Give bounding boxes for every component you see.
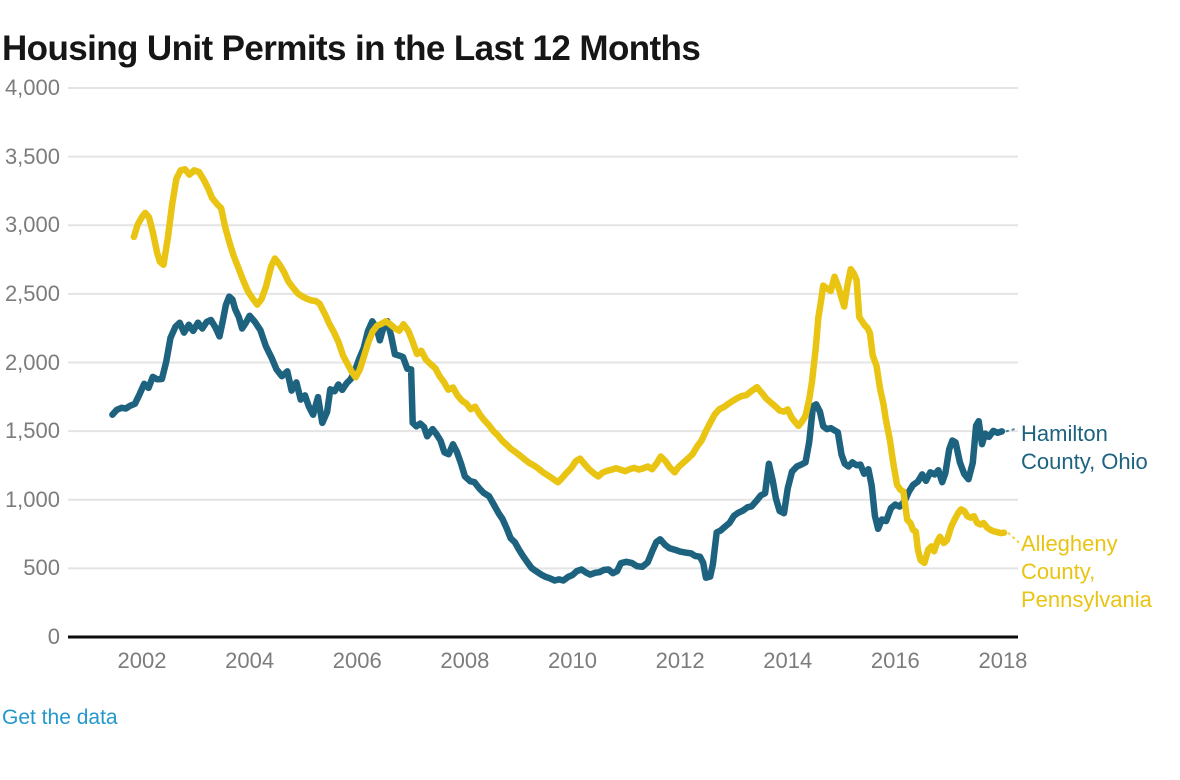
y-axis-tick-label: 2,000 bbox=[4, 349, 60, 375]
y-axis-tick-label: 2,500 bbox=[4, 280, 60, 306]
allegheny-line bbox=[130, 166, 1008, 567]
chart-title: Housing Unit Permits in the Last 12 Mont… bbox=[2, 29, 701, 69]
y-axis-tick-label: 3,500 bbox=[4, 143, 60, 169]
x-axis-tick-label: 2012 bbox=[655, 648, 705, 673]
x-axis-tick-label: 2006 bbox=[332, 648, 382, 673]
y-axis-tick-label: 1,000 bbox=[4, 486, 60, 512]
series-label-allegheny: Allegheny County, Pennsylvania bbox=[1021, 531, 1152, 612]
x-axis-tick-label: 2010 bbox=[547, 648, 597, 673]
series-label-hamilton: Hamilton County, Ohio bbox=[1021, 421, 1148, 474]
leader-line bbox=[1005, 427, 1018, 433]
y-axis-tick-label: 4,000 bbox=[4, 75, 60, 100]
y-axis-tick-label: 0 bbox=[47, 624, 60, 649]
leader-line bbox=[1007, 531, 1020, 544]
x-axis-tick-label: 2008 bbox=[440, 648, 490, 673]
y-axis-tick-label: 500 bbox=[23, 555, 60, 581]
x-axis-tick-label: 2004 bbox=[225, 648, 275, 673]
y-axis-tick-label: 3,000 bbox=[4, 212, 60, 238]
x-axis-tick-label: 2002 bbox=[117, 648, 167, 673]
x-axis-tick-label: 2014 bbox=[763, 648, 813, 673]
x-axis-tick-label: 2016 bbox=[870, 648, 920, 673]
y-axis-tick-label: 1,500 bbox=[4, 418, 60, 444]
get-the-data-link[interactable]: Get the data bbox=[2, 706, 118, 729]
x-axis-tick-label: 2018 bbox=[978, 648, 1028, 673]
hamilton-line bbox=[109, 293, 1006, 584]
